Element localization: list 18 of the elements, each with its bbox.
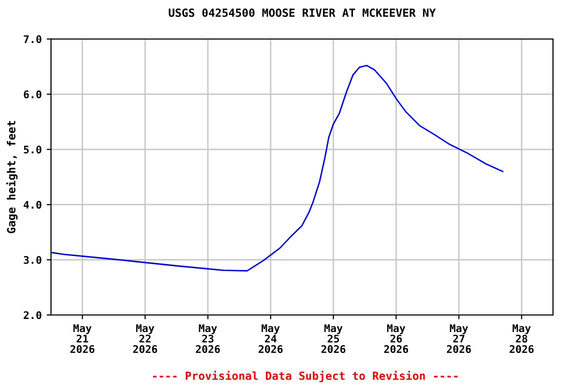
x-tick-label: May 22 2026 [133,324,158,354]
y-tick-label: 4.0 [24,200,42,209]
y-tick-label: 5.0 [24,146,42,154]
y-axis-title: Gage height, feet [6,121,18,234]
x-tick-label: May 27 2026 [446,324,471,354]
x-tick-label: May 28 2026 [510,324,534,354]
chart-title: USGS 04254500 MOOSE RIVER AT MCKEEVER NY [168,8,436,17]
text: ---- Provisional Data Subject to Revision ---- [153,370,458,382]
x-tick-label: May 23 2026 [196,324,220,354]
y-tick-label: 6.0 [24,90,42,98]
y-tick-label: 3.0 [24,256,42,264]
x-tick-label: May 26 2026 [384,324,408,354]
y-tick-label: 2.0 [24,311,42,320]
x-tick-label: May 25 2026 [321,324,346,354]
x-tick-label: May 21 2026 [70,324,94,354]
line-series [52,64,504,272]
x-tick-label: May 24 2026 [258,324,283,354]
y-tick-label: 7.0 [24,35,42,44]
